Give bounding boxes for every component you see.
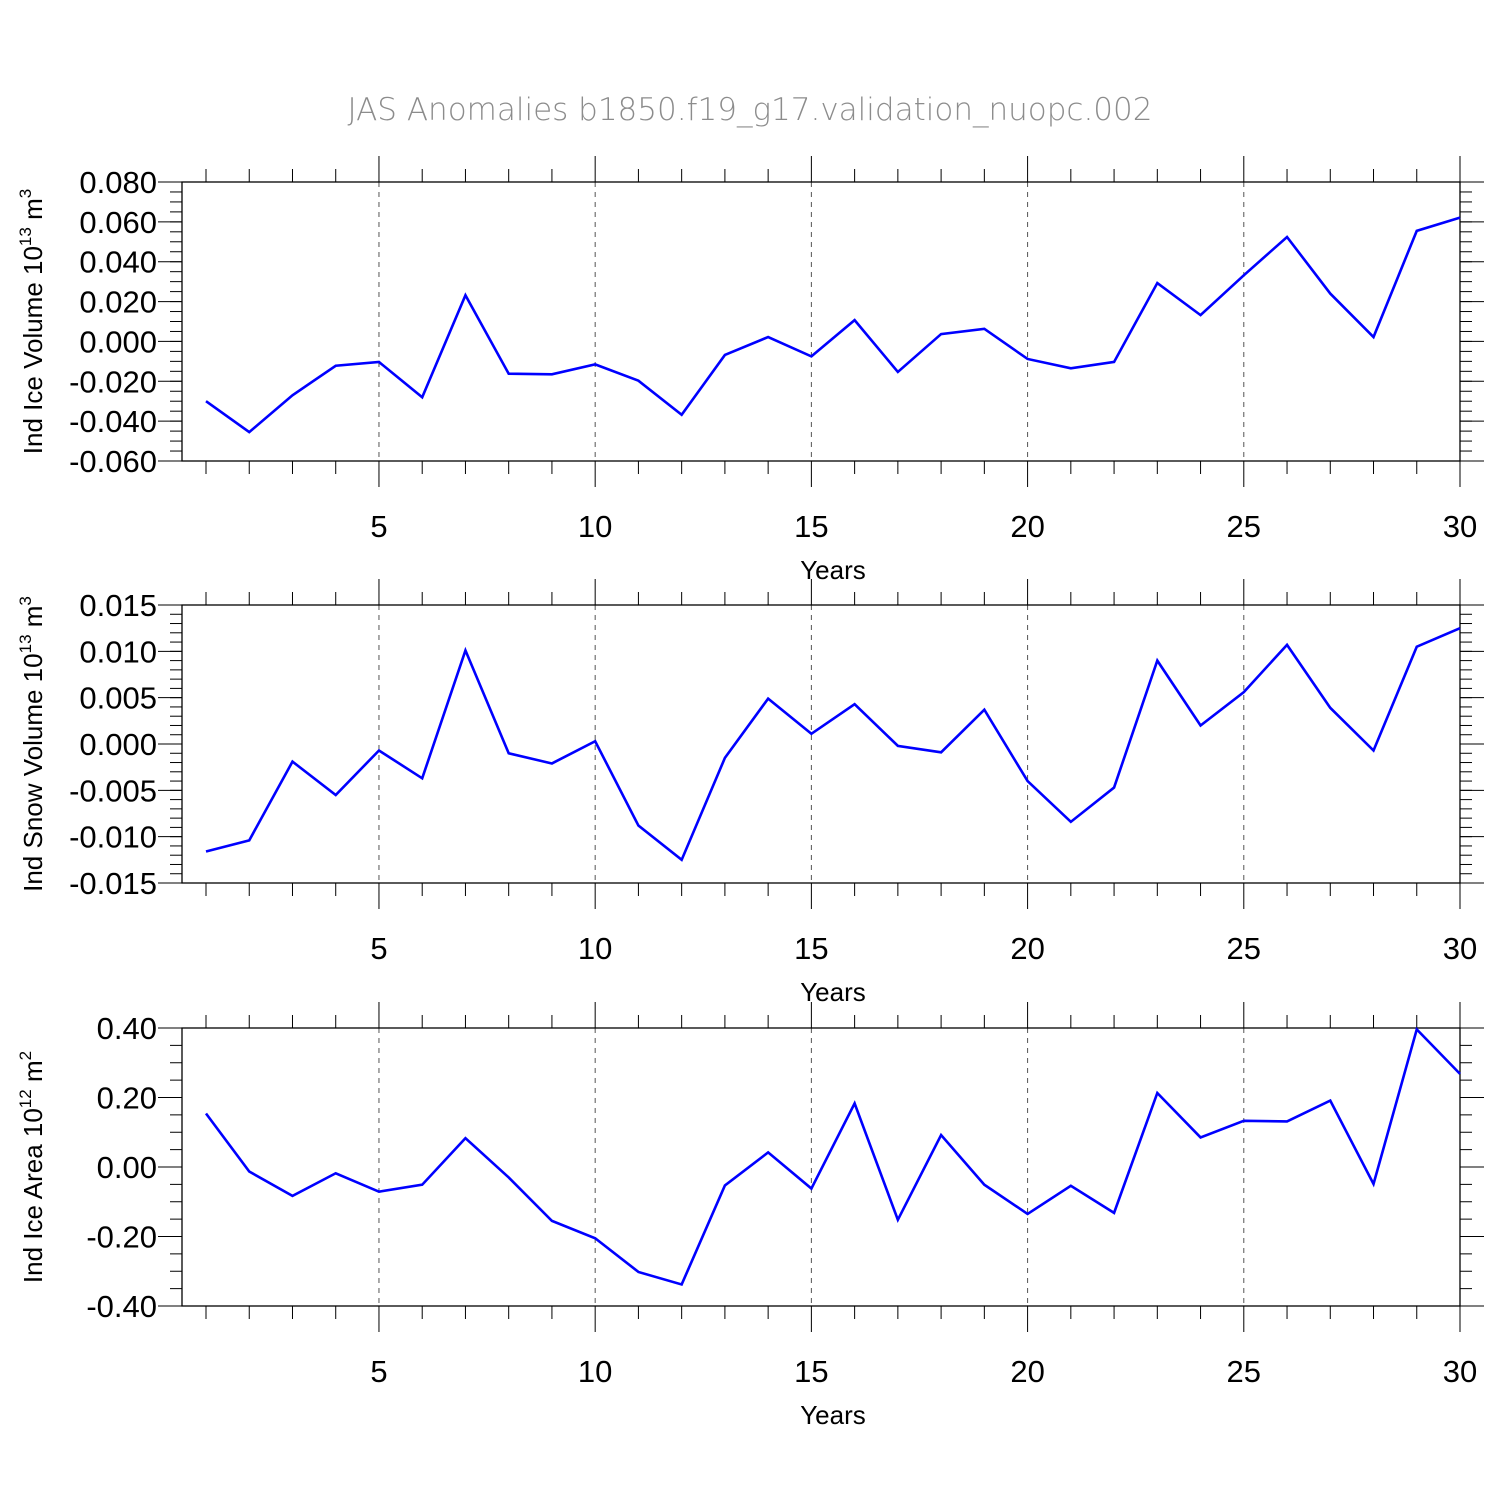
y-tick-label: 0.040: [79, 245, 157, 280]
y-tick-label: -0.015: [69, 866, 157, 901]
y-tick-label: -0.20: [86, 1220, 157, 1255]
panel-ice-volume: -0.060 -0.040 -0.020 0.000 0.020 0.040 0.060 0.…: [16, 156, 1484, 585]
y-tick-label: 0.060: [79, 205, 157, 240]
series-line: [205, 626, 1461, 862]
x-tick-label: 30: [1443, 1354, 1477, 1389]
y-axis-label-unit-exponent: 3: [16, 189, 35, 198]
y-tick-label: 0.005: [79, 681, 157, 716]
y-axis-label-unit-exponent: 2: [16, 1051, 35, 1060]
y-tick-label: 0.40: [97, 1011, 157, 1046]
series-line: [205, 216, 1461, 434]
y-axis-label: Ind Ice Area 1012 m2: [16, 1051, 48, 1283]
series-line: [204, 1026, 1461, 1287]
x-axis-label: Years: [800, 977, 866, 1007]
y-tick-label: 0.000: [79, 727, 157, 762]
y-tick-label: 0.000: [79, 324, 157, 359]
y-axis-label-unit: m: [18, 1060, 48, 1089]
x-tick-label: 5: [370, 509, 387, 544]
y-tick-label: -0.040: [69, 404, 157, 439]
x-tick-label: 10: [578, 1354, 612, 1389]
x-tick-label: 10: [578, 509, 612, 544]
x-tick-label: 15: [794, 931, 828, 966]
x-tick-label: 25: [1227, 509, 1261, 544]
y-tick-label: 0.015: [79, 588, 157, 623]
y-tick-label: -0.060: [69, 444, 157, 479]
y-tick-label: 0.00: [97, 1150, 157, 1185]
y-tick-label: 0.080: [79, 165, 157, 200]
y-axis-label-unit-exponent: 3: [16, 596, 35, 605]
y-axis-label-exponent: 13: [16, 227, 35, 246]
chart-title: JAS Anomalies b1850.f19_g17.validation_n…: [348, 92, 1153, 128]
y-tick-label: 0.010: [79, 634, 157, 669]
y-tick-label: -0.40: [86, 1289, 157, 1324]
panel-ice-area: -0.40 -0.20 0.00 0.20 0.40 5 10 15 20 25 30 Years In…: [16, 1002, 1484, 1430]
y-axis-label-unit: m: [18, 198, 48, 227]
x-axis-label: Years: [800, 555, 866, 585]
x-tick-label: 25: [1227, 931, 1261, 966]
x-tick-label: 30: [1443, 509, 1477, 544]
x-tick-label: 20: [1010, 1354, 1044, 1389]
x-tick-label: 5: [370, 931, 387, 966]
y-axis-label-exponent: 13: [16, 634, 35, 653]
y-tick-label: 0.20: [97, 1081, 157, 1116]
y-tick-label: 0.020: [79, 285, 157, 320]
plot-frame: [181, 181, 1461, 462]
plot-frame: [181, 604, 1461, 884]
y-tick-label: -0.010: [69, 820, 157, 855]
x-tick-label: 15: [794, 509, 828, 544]
y-tick-label: -0.020: [69, 364, 157, 399]
y-axis-label: Ind Snow Volume 1013 m3: [16, 596, 48, 892]
x-tick-label: 20: [1010, 931, 1044, 966]
x-tick-label: 25: [1227, 1354, 1261, 1389]
x-tick-label: 20: [1010, 509, 1044, 544]
y-axis-label-exponent: 12: [16, 1089, 35, 1108]
y-axis-label: Ind Ice Volume 1013 m3: [16, 189, 48, 454]
y-axis-label-main: Ind Ice Area 10: [18, 1108, 48, 1283]
x-tick-label: 5: [370, 1354, 387, 1389]
panel-snow-volume: -0.015 -0.010 -0.005 0.000 0.005 0.010 0.015 5 1…: [16, 579, 1484, 1007]
y-axis-label-unit: m: [18, 606, 48, 635]
x-tick-label: 30: [1443, 931, 1477, 966]
x-tick-label: 15: [794, 1354, 828, 1389]
x-axis-label: Years: [800, 1400, 866, 1430]
y-tick-label: -0.005: [69, 773, 157, 808]
y-axis-label-main: Ind Ice Volume 10: [18, 246, 48, 454]
x-tick-label: 10: [578, 931, 612, 966]
y-axis-label-main: Ind Snow Volume 10: [18, 653, 48, 892]
